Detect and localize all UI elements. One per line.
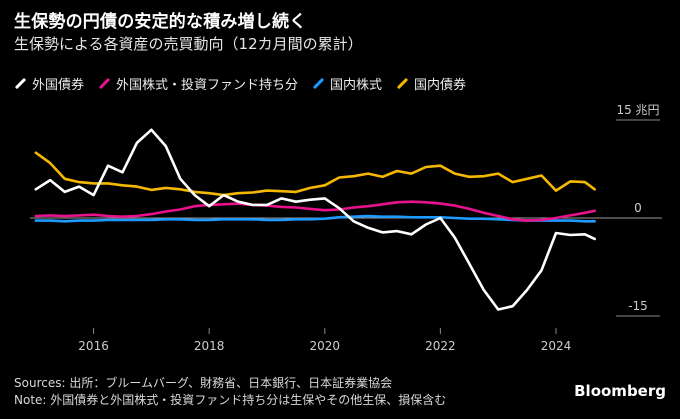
legend: 外国債券 外国株式・投資ファンド持ち分 国内株式 国内債券: [14, 74, 466, 93]
y-tick-label: 0: [634, 201, 642, 215]
legend-label-domestic-stocks: 国内株式: [330, 78, 383, 93]
y-tick-label: 15 兆円: [616, 103, 659, 117]
legend-label-domestic-bonds: 国内債券: [414, 78, 467, 93]
legend-item-foreign-bonds: 外国債券: [14, 74, 84, 93]
x-tick-label: 2022: [425, 339, 456, 353]
series-line-domestic-stocks: [34, 214, 597, 223]
sources-text: Sources: 出所：ブルームバーグ、財務省、日本銀行、日本証券業協会: [14, 376, 393, 390]
chart-title: 生保勢の円債の安定的な積み増し続く: [14, 12, 307, 32]
legend-item-foreign-stocks: 外国株式・投資ファンド持ち分: [98, 74, 298, 93]
series-line-domestic-bonds: [34, 151, 597, 197]
x-tick-label: 2016: [78, 339, 109, 353]
x-tick-label: 2018: [194, 339, 225, 353]
series-line-foreign-bonds: [34, 128, 597, 311]
chart-subtitle: 生保勢による各資産の売買動向（12カ月間の累計）: [14, 35, 363, 53]
x-tick-label: 2024: [541, 339, 572, 353]
y-tick-label: -15: [628, 299, 648, 313]
note-text: Note: 外国債券と外国株式・投資ファンド持ち分は生保やその他生保、損保含む: [14, 393, 447, 407]
legend-item-domestic-stocks: 国内株式: [312, 74, 382, 93]
legend-label-foreign-bonds: 外国債券: [32, 78, 85, 93]
legend-label-foreign-stocks: 外国株式・投資ファンド持ち分: [116, 78, 299, 93]
series-line-foreign-stocks: [34, 200, 597, 222]
legend-item-domestic-bonds: 国内債券: [396, 74, 466, 93]
x-tick-label: 2020: [310, 339, 341, 353]
bloomberg-logo: Bloomberg: [574, 382, 666, 400]
footer: Sources: 出所：ブルームバーグ、財務省、日本銀行、日本証券業協会 Not…: [14, 375, 446, 409]
